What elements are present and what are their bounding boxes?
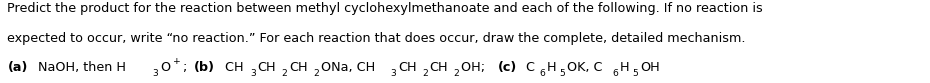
Text: CH: CH: [258, 61, 276, 74]
Text: H: H: [620, 61, 630, 74]
Text: C: C: [523, 61, 536, 74]
Text: 2: 2: [282, 69, 287, 78]
Text: (c): (c): [498, 61, 517, 74]
Text: Predict the product for the reaction between methyl cyclohexylmethanoate and eac: Predict the product for the reaction bet…: [7, 2, 764, 16]
Text: NaOH, then H: NaOH, then H: [33, 61, 126, 74]
Text: OK, C: OK, C: [566, 61, 602, 74]
Text: 6: 6: [613, 69, 618, 78]
Text: CH: CH: [398, 61, 417, 74]
Text: H: H: [547, 61, 556, 74]
Text: OH: OH: [640, 61, 659, 74]
Text: 5: 5: [632, 69, 638, 78]
Text: CH: CH: [289, 61, 308, 74]
Text: 2: 2: [422, 69, 428, 78]
Text: OH;: OH;: [461, 61, 489, 74]
Text: 3: 3: [250, 69, 256, 78]
Text: ONa, CH: ONa, CH: [321, 61, 375, 74]
Text: +: +: [173, 57, 180, 66]
Text: (a): (a): [7, 61, 28, 74]
Text: 3: 3: [391, 69, 396, 78]
Text: (b): (b): [193, 61, 215, 74]
Text: 2: 2: [454, 69, 459, 78]
Text: ;: ;: [183, 61, 192, 74]
Text: CH: CH: [220, 61, 244, 74]
Text: 2: 2: [313, 69, 319, 78]
Text: expected to occur, write “no reaction.” For each reaction that does occur, draw : expected to occur, write “no reaction.” …: [7, 32, 746, 45]
Text: 6: 6: [539, 69, 545, 78]
Text: O: O: [160, 61, 170, 74]
Text: CH: CH: [430, 61, 448, 74]
Text: 5: 5: [559, 69, 565, 78]
Text: 3: 3: [153, 69, 158, 78]
